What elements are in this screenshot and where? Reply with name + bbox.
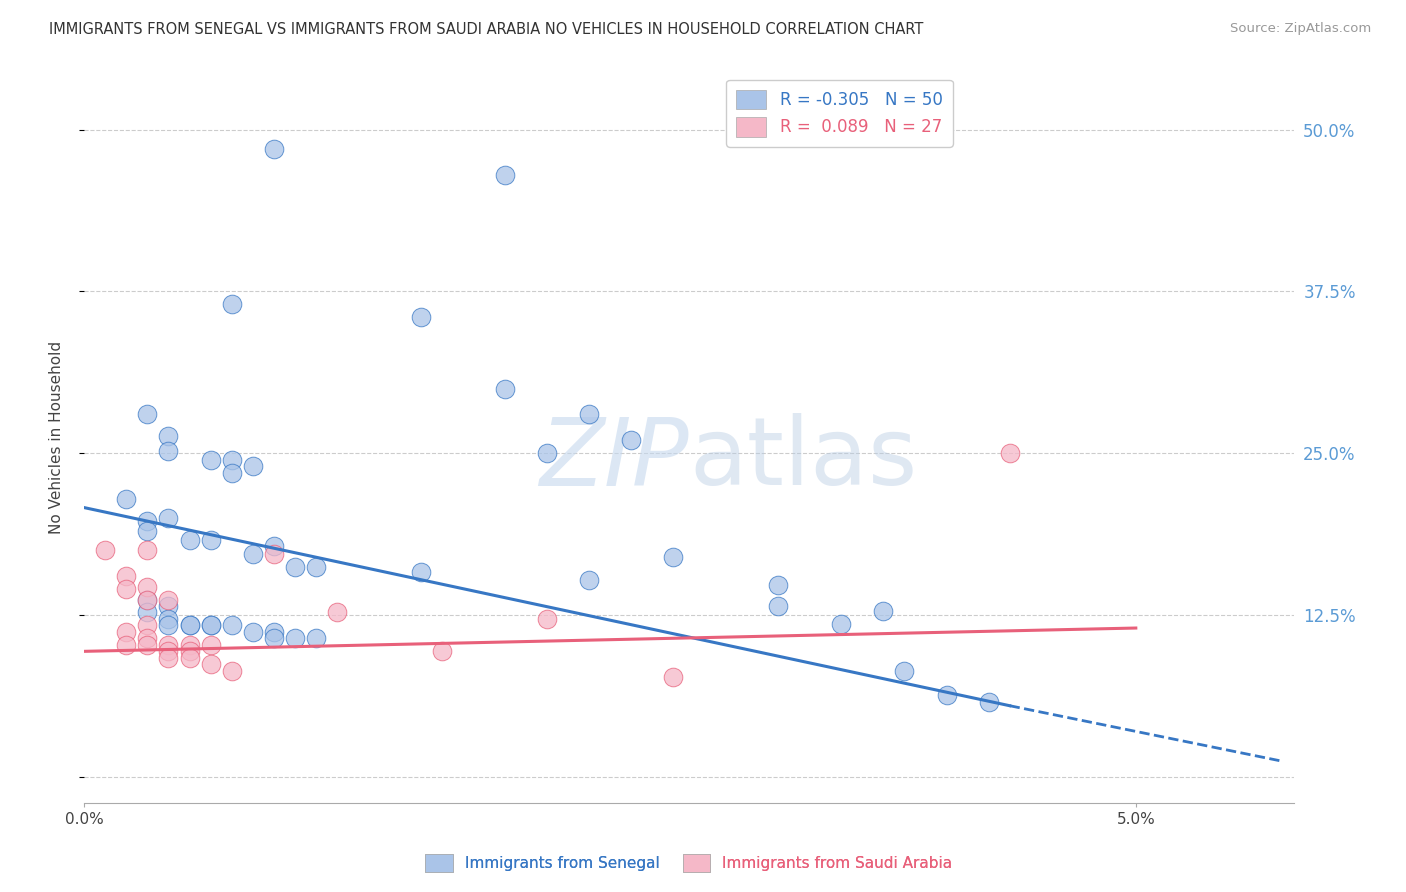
- Legend: Immigrants from Senegal, Immigrants from Saudi Arabia: Immigrants from Senegal, Immigrants from…: [418, 847, 960, 880]
- Point: [221, 466, 243, 480]
- Point: [115, 624, 138, 639]
- Point: [136, 524, 159, 538]
- Point: [136, 580, 159, 594]
- Point: [977, 695, 1000, 709]
- Point: [536, 446, 558, 460]
- Point: [998, 446, 1021, 460]
- Point: [136, 543, 159, 558]
- Point: [157, 599, 180, 613]
- Point: [115, 638, 138, 652]
- Point: [136, 632, 159, 646]
- Point: [115, 569, 138, 583]
- Point: [494, 382, 516, 396]
- Point: [284, 632, 307, 646]
- Point: [284, 560, 307, 574]
- Point: [494, 168, 516, 182]
- Text: IMMIGRANTS FROM SENEGAL VS IMMIGRANTS FROM SAUDI ARABIA NO VEHICLES IN HOUSEHOLD: IMMIGRANTS FROM SENEGAL VS IMMIGRANTS FR…: [49, 22, 924, 37]
- Point: [305, 560, 328, 574]
- Point: [768, 578, 790, 592]
- Point: [430, 644, 453, 658]
- Point: [768, 599, 790, 613]
- Point: [179, 533, 201, 547]
- Point: [325, 606, 347, 620]
- Point: [221, 664, 243, 678]
- Point: [136, 408, 159, 422]
- Y-axis label: No Vehicles in Household: No Vehicles in Household: [49, 341, 63, 533]
- Point: [263, 632, 285, 646]
- Point: [157, 638, 180, 652]
- Point: [179, 650, 201, 665]
- Point: [200, 638, 222, 652]
- Point: [157, 644, 180, 658]
- Point: [136, 618, 159, 632]
- Point: [578, 573, 600, 587]
- Point: [136, 514, 159, 528]
- Point: [200, 618, 222, 632]
- Point: [115, 491, 138, 506]
- Point: [263, 142, 285, 156]
- Point: [157, 618, 180, 632]
- Point: [662, 670, 685, 684]
- Point: [242, 624, 264, 639]
- Point: [662, 549, 685, 564]
- Point: [179, 638, 201, 652]
- Point: [136, 592, 159, 607]
- Point: [200, 657, 222, 672]
- Point: [305, 632, 328, 646]
- Point: [409, 310, 432, 325]
- Point: [242, 459, 264, 474]
- Point: [242, 547, 264, 561]
- Point: [200, 618, 222, 632]
- Point: [157, 429, 180, 443]
- Point: [200, 452, 222, 467]
- Point: [263, 624, 285, 639]
- Text: ZIP: ZIP: [540, 414, 689, 505]
- Point: [263, 547, 285, 561]
- Text: atlas: atlas: [689, 413, 917, 505]
- Point: [157, 650, 180, 665]
- Point: [179, 644, 201, 658]
- Point: [136, 638, 159, 652]
- Point: [136, 592, 159, 607]
- Point: [221, 297, 243, 311]
- Point: [200, 533, 222, 547]
- Point: [221, 618, 243, 632]
- Point: [935, 689, 957, 703]
- Point: [94, 543, 117, 558]
- Point: [115, 582, 138, 597]
- Point: [872, 604, 894, 618]
- Point: [536, 612, 558, 626]
- Point: [157, 612, 180, 626]
- Point: [179, 618, 201, 632]
- Point: [620, 434, 643, 448]
- Point: [157, 443, 180, 458]
- Point: [893, 664, 915, 678]
- Point: [221, 452, 243, 467]
- Point: [578, 408, 600, 422]
- Point: [263, 540, 285, 554]
- Point: [409, 566, 432, 580]
- Point: [157, 511, 180, 525]
- Point: [179, 618, 201, 632]
- Point: [136, 606, 159, 620]
- Point: [157, 592, 180, 607]
- Text: Source: ZipAtlas.com: Source: ZipAtlas.com: [1230, 22, 1371, 36]
- Point: [830, 617, 852, 632]
